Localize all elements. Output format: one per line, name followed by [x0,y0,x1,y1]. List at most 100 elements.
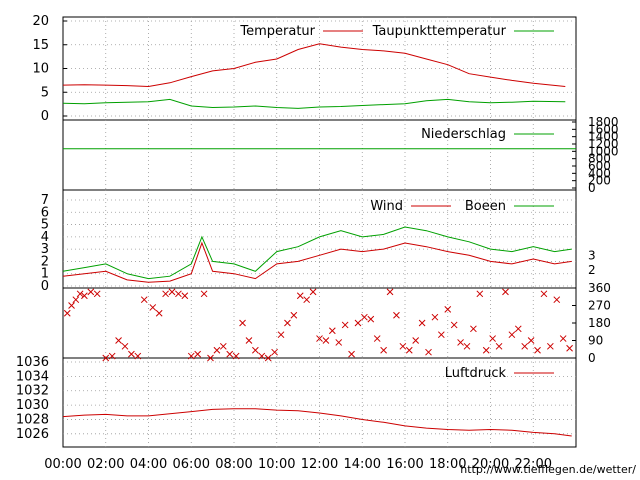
y-tick-label-right: 600 [588,159,611,173]
y-tick-label: 1034 [16,369,49,384]
y-tick-label: 5 [41,85,49,100]
wind-direction-point [328,327,336,335]
wind-direction-point [68,302,75,309]
y-tick-label-right: 800 [588,152,611,166]
wind-direction-point [508,331,516,339]
wind-direction-point [354,319,362,327]
wind-direction-point [134,352,142,360]
wind-direction-point [213,346,221,354]
wind-direction-point [187,352,195,360]
wind-direction-point [495,342,503,350]
wind-line [62,241,572,283]
wind-direction-point [226,350,234,358]
dewpoint-legend-label: Taupunkttemperatur [372,24,507,39]
y-tick-label-right: 0 [588,181,596,195]
y-tick-label: 1 [41,267,49,282]
wind-direction-point [431,313,439,321]
wind-direction-point [140,296,148,304]
y-tick-label: 0 [41,279,49,294]
x-tick-label: 04:00 [130,457,167,472]
wind-direction-point [303,296,311,304]
y-tick-label: 2 [41,254,49,269]
x-tick-label: 10:00 [258,457,295,472]
wind-direction-point [277,331,285,339]
wind-direction-point [457,339,464,346]
x-tick-label: 14:00 [344,457,381,472]
y-tick-label: 1028 [16,412,49,427]
y-tick-label-right: 1600 [588,122,619,136]
wind-direction-point [540,290,548,298]
wind-direction-point [63,309,71,317]
y-tick-label: 6 [41,205,49,220]
wind-direction-point [76,290,84,298]
wind-direction-point [559,335,567,342]
y-tick-label-right: 1000 [588,144,619,158]
wind-direction-point [200,290,208,298]
x-tick-label: 18:00 [429,457,466,472]
y-tick-label-right: 1200 [588,137,619,151]
wind-direction-point [418,319,426,327]
wind-direction-point [399,342,407,350]
y-tick-label-right: 1400 [588,130,619,144]
temperature-line [62,43,566,88]
precipitation-legend-label: Niederschlag [421,127,506,142]
y-tick-label-right: 360 [588,281,611,295]
wind-direction-point [232,352,240,360]
wind-direction-point [245,337,253,344]
wind-direction-point [393,311,400,319]
wind-direction-point [239,319,246,327]
wind-direction-point [309,288,317,296]
y-tick-label-right: 1800 [588,115,619,129]
wind-direction-point [316,335,323,342]
wind-direction-point [102,354,110,362]
wind-direction-point [463,342,471,350]
y-tick-label-right: 3 [588,248,596,262]
wind-direction-point [527,337,535,344]
wind-direction-point [284,319,291,327]
wind-direction-point [271,348,278,356]
wind-direction-point [194,350,202,358]
wind-direction-point [367,315,375,323]
wind-direction-point [405,346,413,354]
wind-direction-point [386,288,394,296]
wind-direction-point [502,288,509,296]
y-tick-label-right: 180 [588,316,611,330]
wind-direction-point [476,290,484,298]
x-tick-label: 12:00 [301,457,338,472]
wind-direction-point [335,339,343,346]
wind-direction-point [155,309,163,317]
wind-direction-point [219,342,227,350]
y-tick-label: 1032 [16,384,49,399]
wind-direction-point [108,352,116,360]
wind-direction-point [450,321,458,329]
wind-direction-point [93,290,101,298]
wind-direction-point [322,337,330,344]
y-tick-label: 5 [41,218,49,233]
y-tick-label: 4 [41,230,49,245]
y-tick-label-right: 270 [588,299,611,313]
wind-direction-point [380,346,387,354]
wind-direction-point [72,296,80,304]
y-tick-label: 0 [41,109,49,124]
y-tick-label: 7 [41,193,49,208]
wind-direction-point [175,290,182,298]
x-tick-label: 06:00 [173,457,210,472]
wind-direction-point [489,335,496,342]
temperature-legend-label: Temperatur [239,24,315,39]
wind-direction-point [341,321,349,329]
y-tick-label-right: 90 [588,334,603,348]
y-tick-label-right: 200 [588,174,611,188]
wind-direction-point [87,288,95,296]
wind-direction-point [168,288,176,296]
gust-line [62,226,572,280]
wind-direction-point [149,304,157,311]
y-tick-label: 10 [32,62,49,77]
wind-direction-point [121,342,129,350]
wind-direction-point [444,306,452,313]
wind-direction-point [258,352,266,360]
x-tick-label: 20:00 [472,457,509,472]
y-tick-label-right: 0 [588,351,596,365]
y-tick-label: 15 [32,38,49,53]
wind-direction-point [361,313,368,321]
